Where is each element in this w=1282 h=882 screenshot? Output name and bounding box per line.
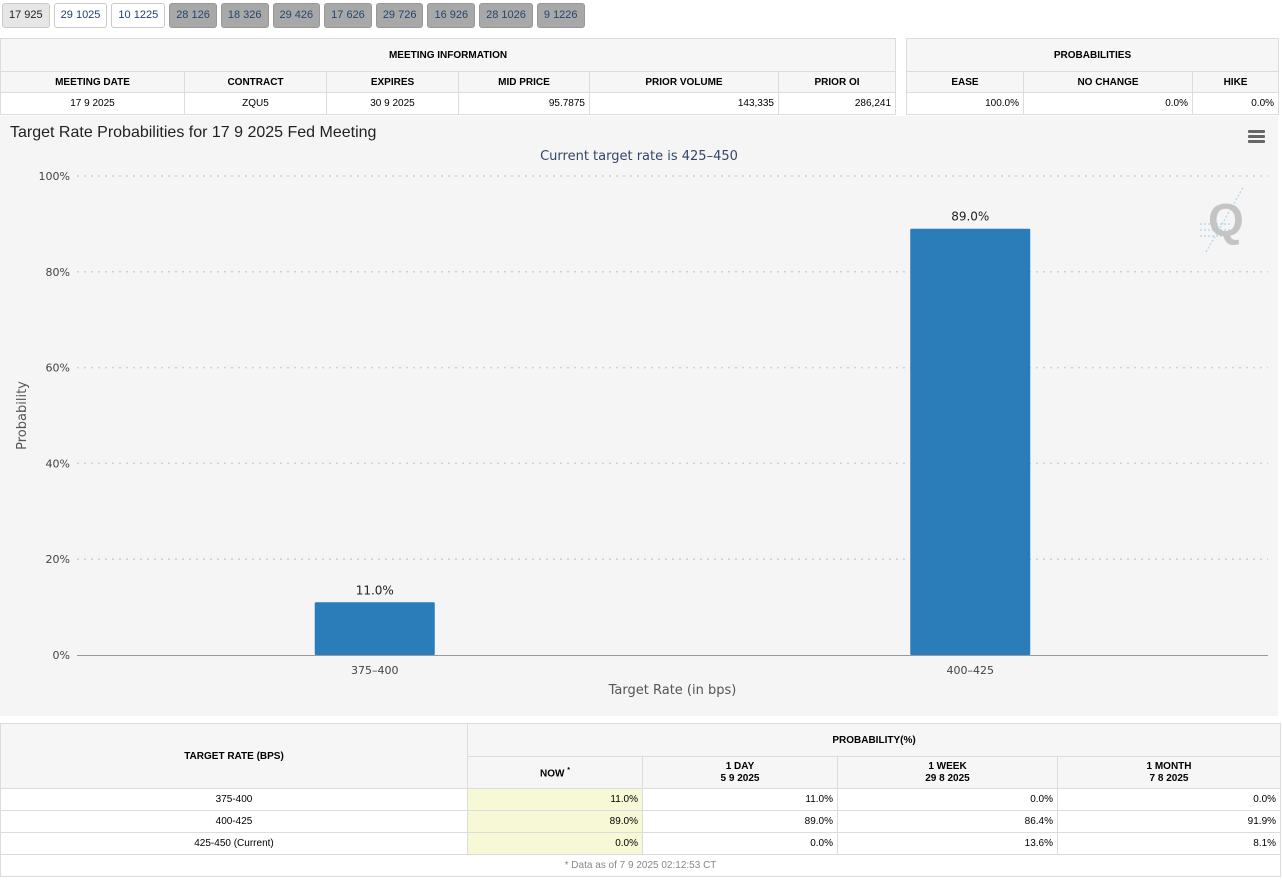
data-timestamp-footnote: * Data as of 7 9 2025 02:12:53 CT — [0, 854, 1282, 877]
one-week-cell: 86.4% — [837, 810, 1058, 833]
y-tick-label: 20% — [46, 553, 70, 566]
chart-title: Target Rate Probabilities for 17 9 2025 … — [10, 124, 377, 141]
now-cell: 0.0% — [467, 832, 643, 855]
y-tick-label: 40% — [46, 457, 70, 470]
chart-menu-icon[interactable] — [1248, 130, 1265, 143]
header-probability: PROBABILITY(%) — [466, 723, 1282, 757]
hike-value: 0.0% — [1191, 92, 1280, 115]
x-tick-label: 400–425 — [947, 664, 995, 677]
one-month-cell: 8.1% — [1056, 832, 1282, 855]
header-contract: CONTRACT — [184, 71, 327, 93]
rate-cell: 375-400 — [0, 788, 468, 811]
tab-meeting-6[interactable]: 17 626 — [324, 3, 372, 28]
header-prior-oi: PRIOR OI — [777, 71, 897, 93]
one-month-cell: 91.9% — [1056, 810, 1282, 833]
tab-meeting-3[interactable]: 28 126 — [169, 3, 217, 28]
one-month-cell: 0.0% — [1056, 788, 1282, 811]
one-day-cell: 89.0% — [642, 810, 838, 833]
tab-meeting-2[interactable]: 10 1225 — [111, 3, 166, 28]
tab-meeting-10[interactable]: 9 1226 — [536, 3, 585, 28]
y-tick-label: 60% — [46, 362, 70, 375]
y-tick-label: 80% — [46, 266, 70, 279]
bar-400–425 — [910, 228, 1031, 655]
watermark-logo-icon: Q — [1200, 185, 1245, 253]
meeting-information-table: MEETING INFORMATION MEETING DATE CONTRAC… — [0, 38, 897, 115]
probabilities-title: PROBABILITIES — [905, 38, 1280, 72]
tab-meeting-7[interactable]: 29 726 — [375, 3, 424, 28]
data-label: 89.0% — [951, 210, 989, 224]
header-prior-volume: PRIOR VOLUME — [589, 71, 779, 93]
data-label: 11.0% — [356, 583, 394, 597]
header-mid-price: MID PRICE — [458, 71, 590, 93]
contract-value: ZQU5 — [184, 92, 327, 115]
header-hike: HIKE — [1191, 71, 1280, 93]
svg-text:Q: Q — [1208, 194, 1244, 246]
tab-meeting-9[interactable]: 28 1026 — [479, 3, 533, 28]
tab-meeting-8[interactable]: 16 926 — [427, 3, 476, 28]
header-target-rate: TARGET RATE (BPS) — [0, 723, 468, 789]
header-1-month: 1 MONTH 7 8 2025 — [1056, 756, 1282, 789]
ease-value: 100.0% — [906, 92, 1024, 115]
now-cell: 89.0% — [467, 810, 643, 833]
header-now: NOW * — [467, 756, 643, 789]
header-1-week: 1 WEEK 29 8 2025 — [837, 756, 1058, 789]
tab-meeting-4[interactable]: 18 326 — [220, 3, 269, 28]
one-week-cell: 0.0% — [837, 788, 1058, 811]
expires-value: 30 9 2025 — [326, 92, 459, 115]
rate-cell: 400-425 — [0, 810, 468, 833]
table-row: 425-450 (Current) 0.0% 0.0% 13.6% 8.1% — [0, 832, 1282, 855]
tab-meeting-0[interactable]: 17 925 — [2, 3, 50, 28]
meeting-date-tabs: 17 925 29 1025 10 1225 28 126 18 326 29 … — [2, 3, 585, 28]
one-week-cell: 13.6% — [837, 832, 1058, 855]
tab-meeting-1[interactable]: 29 1025 — [53, 3, 108, 28]
header-meeting-date: MEETING DATE — [0, 71, 185, 93]
x-axis-title: Target Rate (in bps) — [608, 683, 737, 698]
prior-volume-value: 143,335 — [589, 92, 779, 115]
one-day-cell: 0.0% — [642, 832, 838, 855]
no-change-value: 0.0% — [1023, 92, 1193, 115]
target-rate-probability-table: TARGET RATE (BPS) PROBABILITY(%) NOW * 1… — [0, 723, 1282, 877]
bar-chart: 0% 20% 40% 60% 80% 100% 11.0% 375–400 89.0% 400–4… — [15, 170, 1268, 698]
chart-panel: 0% 20% 40% 60% 80% 100% 11.0% 375–400 89.0% 400–4… — [0, 116, 1278, 716]
table-row: 375-400 11.0% 11.0% 0.0% 0.0% — [0, 788, 1282, 811]
tab-meeting-5[interactable]: 29 426 — [272, 3, 321, 28]
one-day-cell: 11.0% — [642, 788, 838, 811]
header-ease: EASE — [906, 71, 1024, 93]
table-row: 400-425 89.0% 89.0% 86.4% 91.9% — [0, 810, 1282, 833]
probabilities-table: PROBABILITIES EASE NO CHANGE HIKE 100.0%… — [905, 38, 1280, 115]
mid-price-value: 95.7875 — [458, 92, 590, 115]
now-cell: 11.0% — [467, 788, 643, 811]
meeting-information-title: MEETING INFORMATION — [0, 38, 897, 72]
rate-cell: 425-450 (Current) — [0, 832, 468, 855]
y-axis-title: Probability — [15, 381, 30, 450]
y-tick-label: 0% — [53, 649, 70, 662]
prior-oi-value: 286,241 — [777, 92, 897, 115]
x-tick-label: 375–400 — [351, 664, 399, 677]
header-1-day: 1 DAY 5 9 2025 — [642, 756, 838, 789]
bar-375–400 — [314, 602, 435, 655]
header-expires: EXPIRES — [326, 71, 459, 93]
header-no-change: NO CHANGE — [1023, 71, 1193, 93]
meeting-date-value: 17 9 2025 — [0, 92, 185, 115]
chart-subtitle: Current target rate is 425–450 — [540, 149, 738, 164]
y-tick-label: 100% — [39, 170, 70, 183]
